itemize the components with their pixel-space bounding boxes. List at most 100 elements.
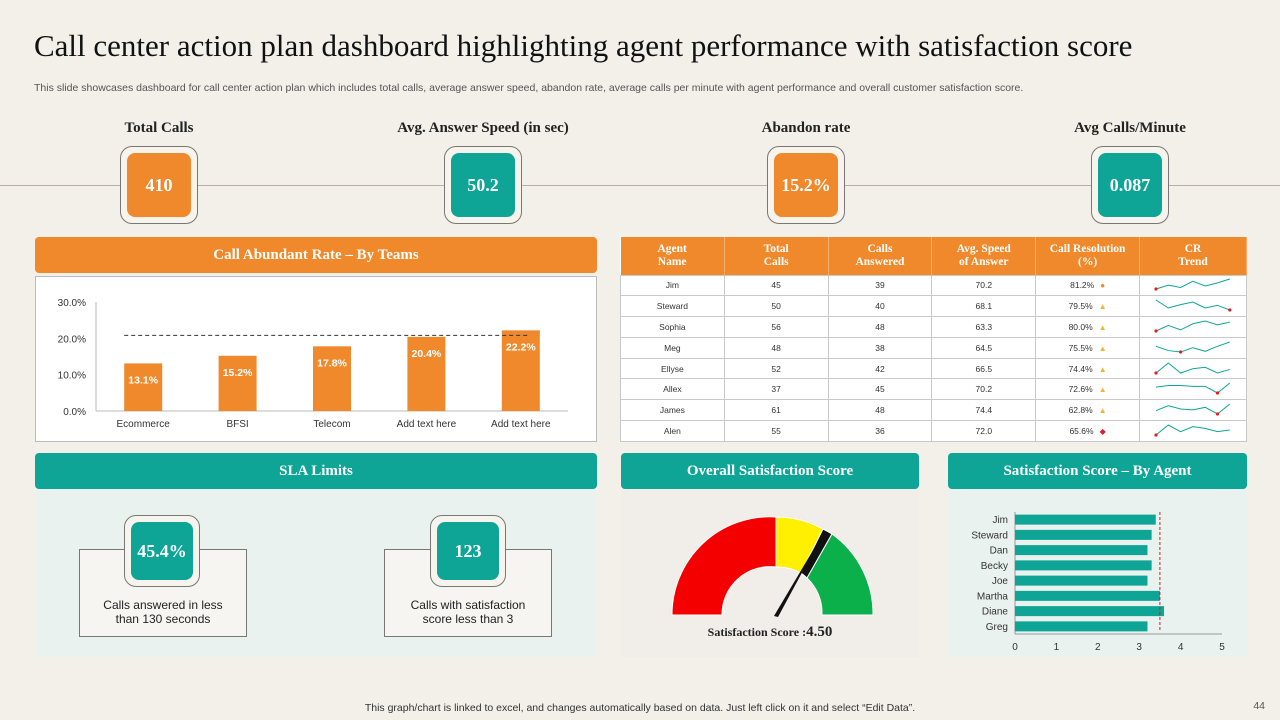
table-cell-total: 61 — [723, 399, 829, 422]
trend-sparkline — [1155, 299, 1232, 312]
kpi-label-abandon-rate: Abandon rate — [761, 120, 851, 136]
x-tick-label: 0 — [1012, 642, 1018, 653]
table-row[interactable]: Alen 55 36 72.0 65.6% ◆ — [620, 420, 1247, 442]
sla-panel-header: SLA Limits — [35, 453, 597, 489]
agent-performance-table[interactable]: Agent Name Total Calls Calls Answered Avg. Spe… — [620, 237, 1247, 442]
table-cell-answered: 48 — [827, 399, 933, 422]
bar-value-label: 15.2% — [223, 367, 253, 379]
bar[interactable] — [124, 363, 163, 411]
table-cell-trend — [1139, 274, 1247, 297]
trend-sparkline — [1154, 361, 1230, 375]
table-row[interactable]: Ellyse 52 42 66.5 74.4% ▲ — [620, 357, 1247, 380]
resolution-indicator-icon: ▲ — [1098, 406, 1107, 416]
sla-value-answered: 45.4% — [131, 522, 193, 580]
table-header-line: Agent — [657, 242, 687, 255]
satisfaction-score-label: Satisfaction Score :4.50 — [621, 623, 919, 641]
table-row[interactable]: James 61 48 74.4 62.8% ▲ — [620, 399, 1247, 422]
table-cell-answered: 40 — [827, 295, 933, 318]
x-tick-label: Telecom — [313, 419, 350, 430]
abandon-rate-chart-svg: 0.0% 10.0% 20.0% 30.0% 13.1% Ecommerce 15.2% BF… — [58, 298, 568, 430]
agent-satisfaction-panel-header: Satisfaction Score – By Agent — [948, 453, 1247, 489]
table-header-cell: Total Calls — [724, 237, 829, 275]
bar[interactable] — [218, 355, 257, 411]
page-number: 44 — [1253, 700, 1265, 712]
sparkline-marker — [1179, 350, 1183, 354]
kpi-value-abandon-rate: 15.2% — [774, 153, 838, 217]
resolution-indicator-icon: ▲ — [1098, 385, 1107, 395]
table-cell-resolution: 72.6% ▲ — [1035, 378, 1141, 401]
sparkline-path — [1155, 424, 1230, 436]
table-cell-name: Sophia — [620, 316, 725, 338]
kpi-label-answer-speed: Avg. Answer Speed (in sec) — [397, 120, 569, 136]
bar[interactable] — [1015, 514, 1156, 525]
table-cell-speed: 70.2 — [931, 378, 1037, 401]
resolution-value: 74.4% — [1068, 363, 1093, 374]
table-row[interactable]: Jim 45 39 70.2 81.2% ● — [620, 274, 1247, 297]
y-tick-label: Becky — [981, 561, 1008, 572]
table-header-cell: Call Resolution (%) — [1035, 237, 1141, 275]
bar[interactable] — [1015, 590, 1160, 601]
table-cell-total: 50 — [723, 295, 829, 318]
agent-satisfaction-chart[interactable]: 0 1 2 3 4 5 Jim Steward Dan Becky Joe Martha Diane Gr… — [948, 505, 1247, 657]
table-row[interactable]: Sophia 56 48 63.3 80.0% ▲ — [620, 316, 1247, 338]
table-cell-resolution: 74.4% ▲ — [1035, 357, 1141, 380]
abandon-rate-chart[interactable]: 0.0% 10.0% 20.0% 30.0% 13.1% Ecommerce 15.2% BF… — [35, 276, 597, 442]
sla-text-satisfaction-line1: Calls with satisfaction — [410, 598, 526, 612]
kpi-label-total-calls: Total Calls — [124, 120, 194, 136]
sparkline-marker — [1215, 412, 1220, 416]
table-cell-total: 37 — [723, 378, 829, 401]
sparkline-path — [1155, 320, 1230, 332]
x-tick-label: 2 — [1095, 642, 1101, 653]
table-header-line: Answered — [855, 255, 905, 268]
table-header-cell: Avg. Speed of Answer — [931, 237, 1037, 275]
bar[interactable] — [313, 346, 351, 411]
sparkline-path — [1155, 382, 1231, 394]
x-tick-label: Ecommerce — [117, 419, 171, 430]
bar-value-label: 22.2% — [506, 341, 536, 353]
table-cell-speed: 74.4 — [931, 399, 1037, 422]
sparkline-path — [1155, 361, 1230, 374]
bar[interactable] — [1015, 529, 1152, 540]
bar[interactable] — [1015, 575, 1148, 586]
page-title: Call center action plan dashboard highli… — [34, 28, 1133, 63]
table-row[interactable]: Allex 37 45 70.2 72.6% ▲ — [620, 378, 1247, 401]
table-header-line: CR — [1184, 242, 1202, 255]
y-tick-label: 0.0% — [63, 407, 86, 418]
sparkline-path — [1155, 299, 1230, 311]
table-cell-name: Jim — [620, 274, 725, 297]
bar[interactable] — [1015, 606, 1165, 617]
kpi-value-answer-speed: 50.2 — [451, 153, 515, 217]
bar[interactable] — [1015, 560, 1152, 571]
sparkline-marker — [1154, 287, 1158, 291]
table-row[interactable]: Meg 48 38 64.5 75.5% ▲ — [620, 336, 1247, 359]
y-tick-label: Joe — [992, 576, 1009, 587]
trend-sparkline — [1155, 403, 1231, 416]
satisfaction-gauge[interactable] — [660, 505, 880, 630]
satisfaction-score-value: 4.50 — [806, 624, 833, 640]
table-header-line: Name — [657, 255, 687, 268]
x-tick-label: 1 — [1054, 642, 1060, 653]
bar[interactable] — [1015, 621, 1148, 632]
table-header-line: Total — [763, 242, 789, 255]
resolution-value: 75.5% — [1068, 342, 1093, 353]
table-cell-trend — [1139, 336, 1247, 359]
sparkline-marker — [1154, 433, 1158, 437]
table-cell-speed: 63.3 — [931, 316, 1037, 338]
bar[interactable] — [407, 336, 446, 411]
bar[interactable] — [1015, 545, 1148, 556]
table-header-line: Avg. Speed — [956, 242, 1011, 255]
resolution-value: 79.5% — [1068, 301, 1093, 312]
table-cell-name: Alen — [620, 420, 725, 442]
table-cell-resolution: 80.0% ▲ — [1035, 316, 1141, 338]
sparkline-marker — [1154, 370, 1158, 375]
bar[interactable] — [501, 330, 540, 411]
table-cell-speed: 64.5 — [931, 336, 1037, 359]
table-cell-name: Steward — [620, 295, 725, 318]
x-tick-label: BFSI — [226, 419, 248, 430]
table-cell-answered: 42 — [827, 357, 933, 380]
gauge-needle — [774, 530, 825, 617]
table-row[interactable]: Steward 50 40 68.1 79.5% ▲ — [620, 295, 1247, 318]
bar-value-label: 17.8% — [317, 357, 347, 369]
resolution-value: 81.2% — [1070, 280, 1095, 291]
sla-text-answered-line2: than 130 seconds — [115, 612, 211, 626]
